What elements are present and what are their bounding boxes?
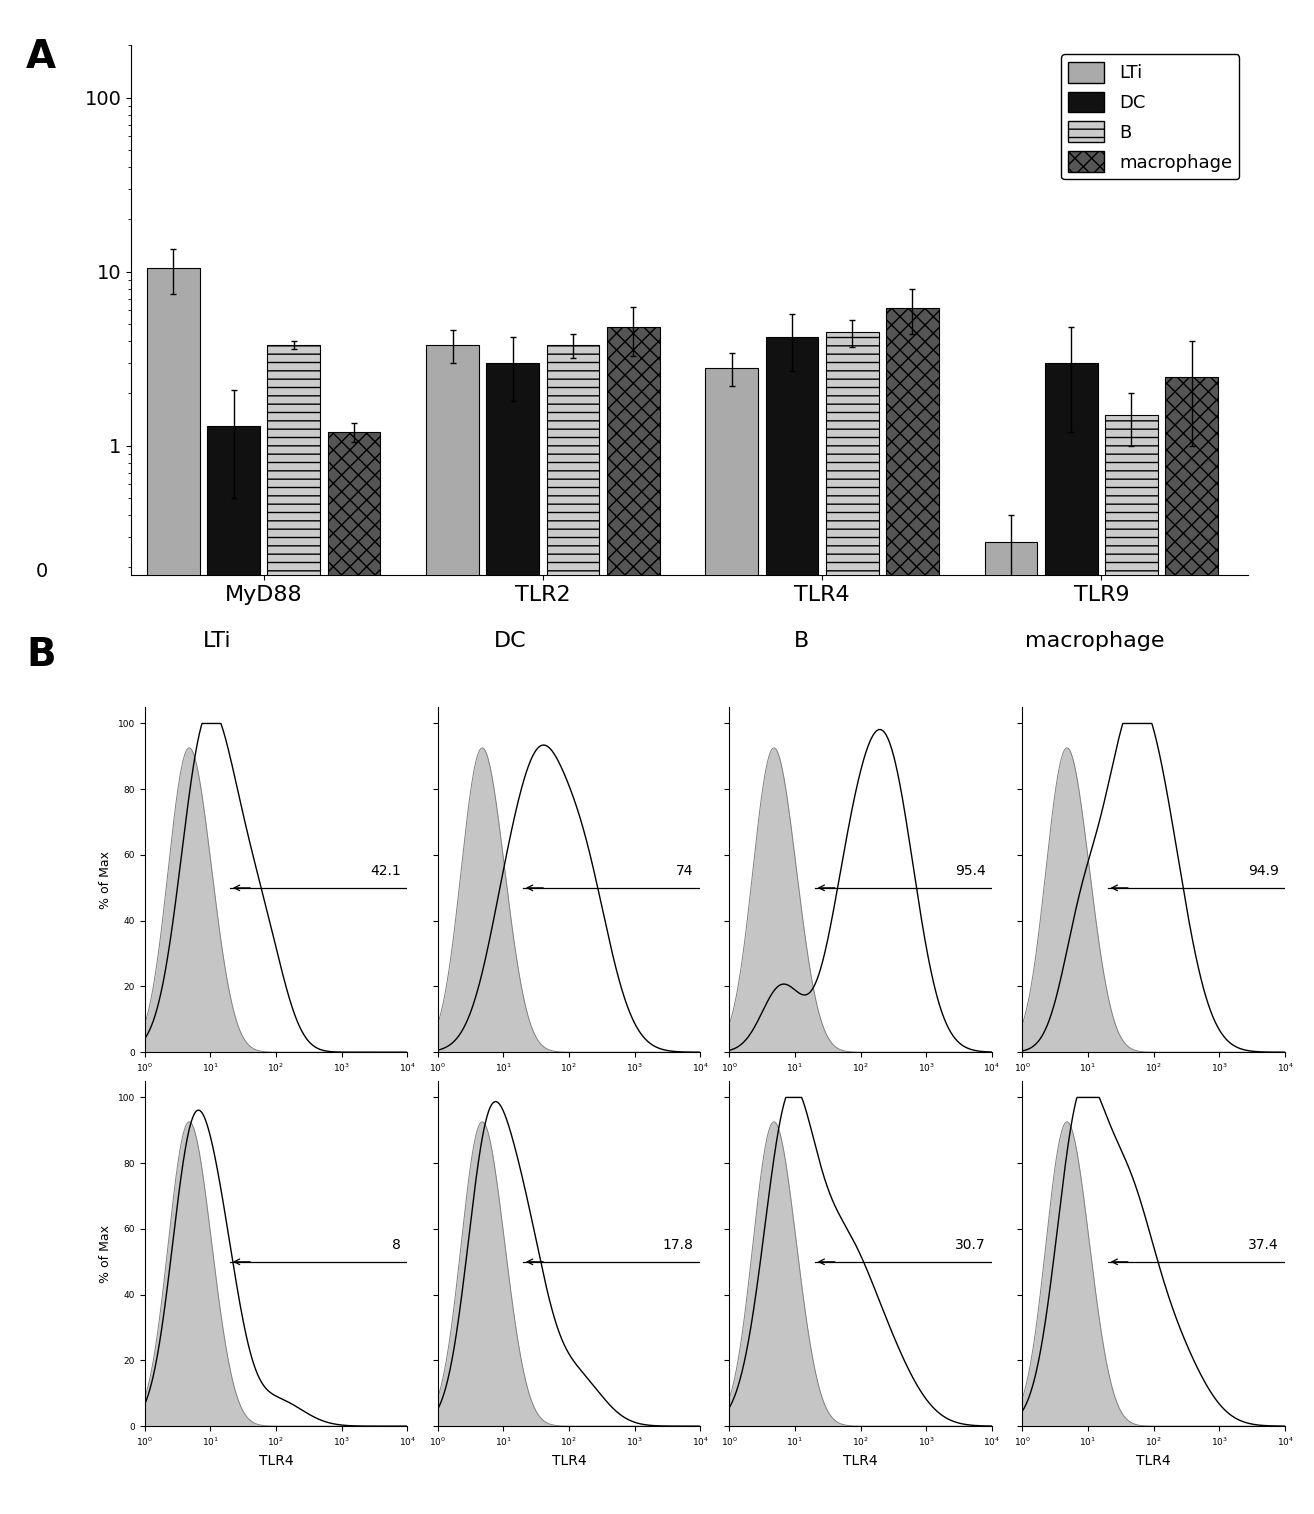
Bar xyxy=(267,345,321,1514)
Bar xyxy=(1105,415,1158,1514)
Text: B: B xyxy=(794,631,809,651)
Bar xyxy=(886,307,940,1514)
Bar xyxy=(766,338,819,1514)
Bar xyxy=(426,345,480,1514)
Bar xyxy=(825,332,879,1514)
Y-axis label: % of Max: % of Max xyxy=(99,851,112,908)
Bar xyxy=(706,368,758,1514)
Y-axis label: % of Max: % of Max xyxy=(99,1225,112,1282)
Text: 74: 74 xyxy=(677,864,694,878)
X-axis label: TLR2: TLR2 xyxy=(259,1079,293,1095)
Text: 17.8: 17.8 xyxy=(664,1238,694,1252)
Bar xyxy=(1045,363,1097,1514)
Bar xyxy=(208,425,260,1514)
Bar xyxy=(486,363,539,1514)
Text: DC: DC xyxy=(494,631,526,651)
X-axis label: TLR2: TLR2 xyxy=(844,1079,878,1095)
X-axis label: TLR4: TLR4 xyxy=(552,1453,586,1469)
X-axis label: TLR4: TLR4 xyxy=(1137,1453,1171,1469)
Text: LTi: LTi xyxy=(202,631,231,651)
Text: 30.7: 30.7 xyxy=(955,1238,986,1252)
Text: macrophage: macrophage xyxy=(1025,631,1164,651)
Text: 42.1: 42.1 xyxy=(371,864,401,878)
Bar xyxy=(327,431,381,1514)
Text: 8: 8 xyxy=(392,1238,401,1252)
Bar xyxy=(607,327,660,1514)
Bar xyxy=(1166,377,1218,1514)
Text: 94.9: 94.9 xyxy=(1248,864,1279,878)
Text: 95.4: 95.4 xyxy=(955,864,986,878)
X-axis label: TLR2: TLR2 xyxy=(552,1079,586,1095)
Text: B: B xyxy=(26,636,57,674)
Text: A: A xyxy=(26,38,57,76)
Bar xyxy=(984,542,1038,1514)
Legend: LTi, DC, B, macrophage: LTi, DC, B, macrophage xyxy=(1062,55,1239,179)
Bar xyxy=(147,268,200,1514)
X-axis label: TLR2: TLR2 xyxy=(1137,1079,1171,1095)
Text: 0: 0 xyxy=(35,562,47,581)
Text: 37.4: 37.4 xyxy=(1248,1238,1279,1252)
X-axis label: TLR4: TLR4 xyxy=(844,1453,878,1469)
Bar xyxy=(547,345,599,1514)
X-axis label: TLR4: TLR4 xyxy=(259,1453,293,1469)
